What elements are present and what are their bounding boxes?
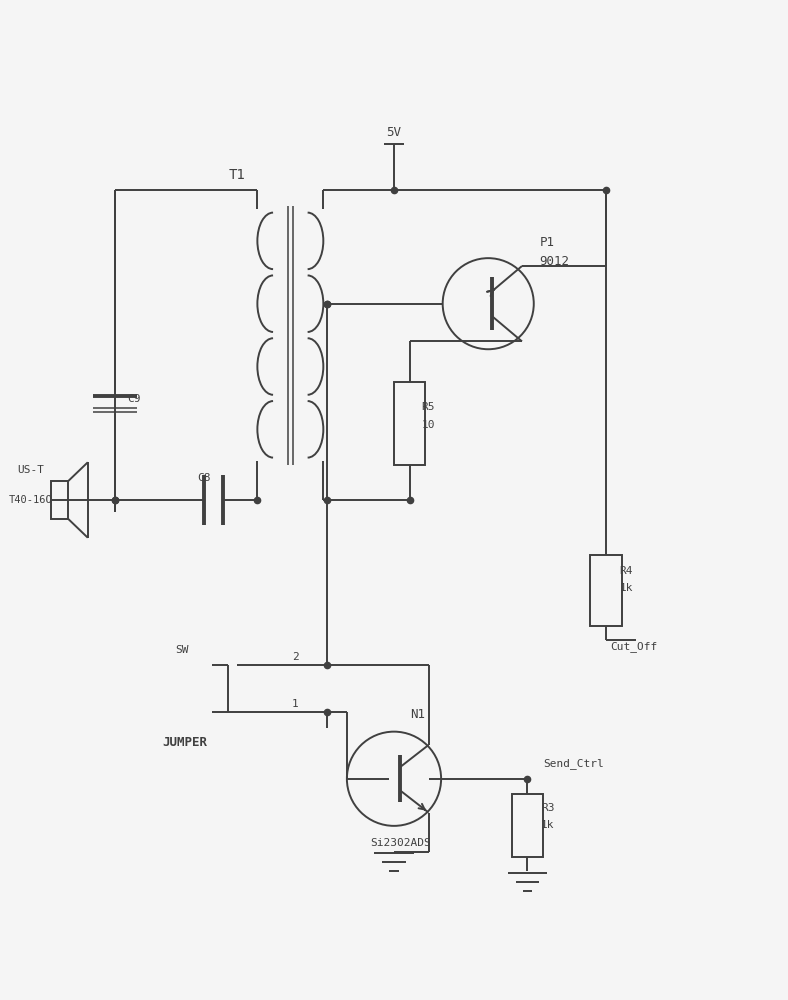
Text: SW: SW (176, 645, 189, 655)
Text: R4: R4 (619, 566, 633, 576)
Text: 2: 2 (292, 652, 299, 662)
Text: Send_Ctrl: Send_Ctrl (543, 758, 604, 769)
Text: C9: C9 (127, 394, 140, 404)
Bar (590, 555, 622, 626)
Text: Cut_Off: Cut_Off (610, 641, 657, 652)
Bar (511, 794, 543, 857)
Bar (51, 481, 68, 519)
Text: 5V: 5V (386, 126, 402, 139)
Text: JUMPER: JUMPER (162, 736, 207, 749)
Text: Si2302ADS: Si2302ADS (370, 838, 431, 848)
Text: 10: 10 (422, 420, 435, 430)
Text: C8: C8 (197, 473, 210, 483)
Text: T40-16O: T40-16O (9, 495, 53, 505)
Text: 1: 1 (292, 699, 299, 709)
Bar (394, 382, 426, 465)
Text: 1k: 1k (619, 583, 633, 593)
Text: T1: T1 (229, 168, 246, 182)
Text: 9012: 9012 (539, 255, 569, 268)
Text: 1k: 1k (541, 820, 554, 830)
Text: N1: N1 (410, 708, 425, 721)
Text: R5: R5 (422, 402, 435, 412)
Text: R3: R3 (541, 803, 554, 813)
Text: US-T: US-T (17, 465, 44, 475)
Text: P1: P1 (539, 236, 554, 249)
